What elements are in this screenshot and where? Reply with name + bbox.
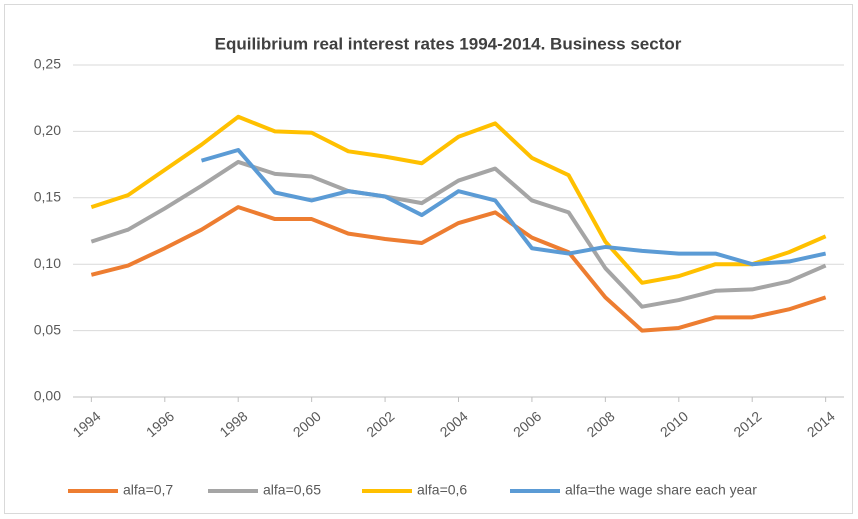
chart-title: Equilibrium real interest rates 1994-201… xyxy=(215,34,682,53)
line xyxy=(90,205,827,333)
line xyxy=(90,114,827,285)
legend-label: alfa=0,7 xyxy=(123,482,173,498)
y-tick-label: 0,20 xyxy=(34,122,61,138)
legend-label: alfa=0,6 xyxy=(417,482,467,498)
y-tick-label: 0,25 xyxy=(34,56,61,72)
legend-label: alfa=0,65 xyxy=(263,482,321,498)
y-tick-label: 0,05 xyxy=(34,321,61,337)
legend-label: alfa=the wage share each year xyxy=(565,482,757,498)
chart-border xyxy=(4,4,853,514)
line xyxy=(90,159,827,309)
y-tick-label: 0,15 xyxy=(34,189,61,205)
y-tick-label: 0,10 xyxy=(34,255,61,271)
line xyxy=(200,147,827,267)
y-tick-label: 0,00 xyxy=(34,388,61,404)
